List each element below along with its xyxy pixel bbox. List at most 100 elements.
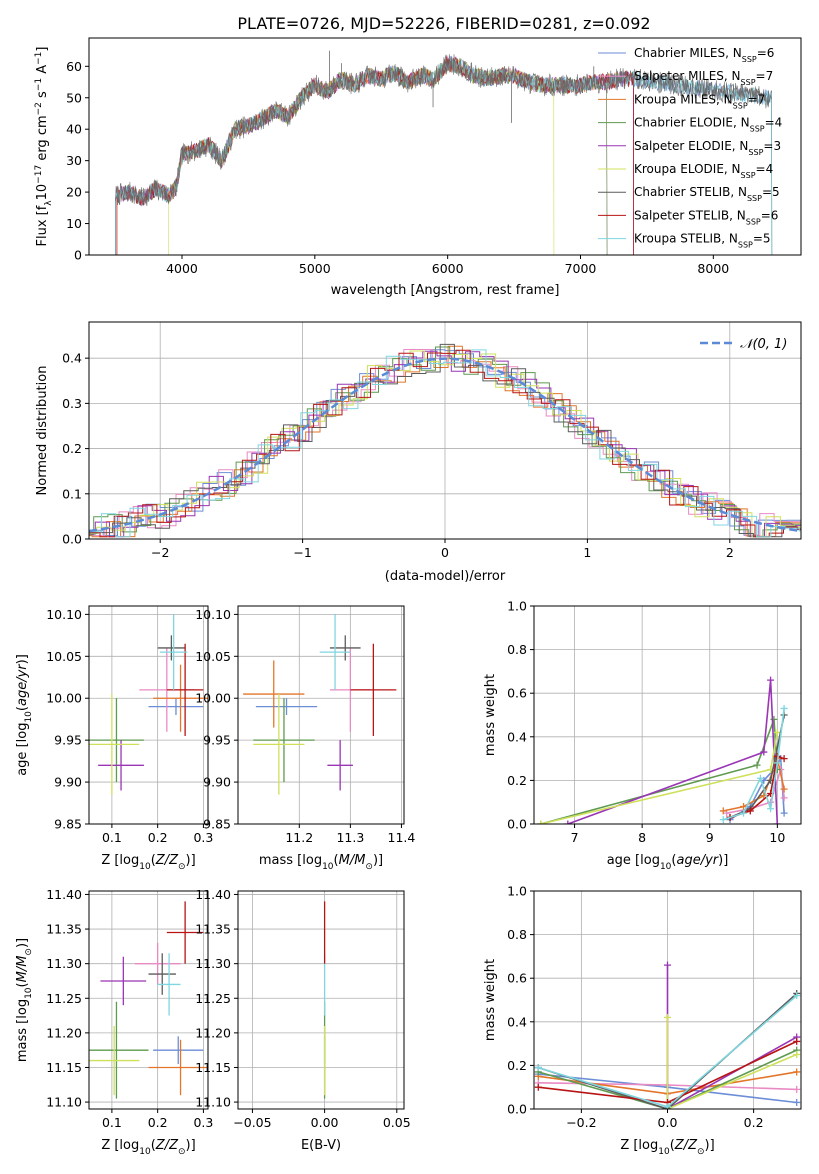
mass-weight-line — [567, 680, 779, 824]
x-tick-label: 0.1 — [102, 1115, 122, 1130]
y-tick-label: 11.25 — [46, 991, 82, 1006]
y-tick-label: 10.10 — [195, 607, 231, 622]
y-tick-label: 9.85 — [54, 817, 82, 832]
y-tick-label: 0.4 — [507, 1014, 527, 1029]
y-tick-label: 11.15 — [46, 1060, 82, 1075]
y-tick-label: 0.0 — [507, 817, 527, 832]
y-tick-label: 0.6 — [507, 971, 527, 986]
legend-entry: 𝒩(0, 1) — [740, 337, 787, 352]
y-axis-label: age [log10(age/yr)] — [15, 654, 34, 776]
y-tick-label: 11.15 — [195, 1060, 231, 1075]
y-tick-label: 40 — [66, 122, 82, 137]
legend-entry: Salpeter MILES, NSSP=7 — [634, 69, 773, 87]
legend-entry: Kroupa ELODIE, NSSP=4 — [634, 162, 773, 180]
data-point-marker — [760, 748, 768, 756]
x-tick-label: 0.0 — [658, 1115, 678, 1130]
x-axis-label: wavelength [Angstrom, rest frame] — [331, 283, 560, 298]
y-tick-label: 11.40 — [46, 887, 82, 902]
x-tick-label: 0.1 — [102, 830, 122, 845]
data-point-marker — [664, 1013, 671, 1021]
y-tick-label: 11.20 — [195, 1025, 231, 1040]
mass-weight-line — [538, 1049, 798, 1109]
y-tick-label: 10 — [66, 216, 82, 231]
x-tick-label: 8 — [638, 830, 646, 845]
x-tick-label: 4000 — [166, 261, 198, 276]
panel-spectrum: 4000 5000 6000 7000 8000 0 10 20 30 40 50 60 wavelen… — [34, 37, 802, 298]
data-point-marker — [780, 785, 788, 793]
normal-curve — [89, 357, 801, 533]
x-tick-label: 6000 — [432, 261, 464, 276]
axes-frame — [88, 605, 209, 825]
data-point-marker — [564, 820, 572, 824]
y-tick-label: 0.2 — [507, 773, 527, 788]
y-tick-label: 9.90 — [54, 775, 82, 790]
legend-entry: Salpeter STELIB, NSSP=6 — [634, 208, 778, 226]
panel-mass-vs-EBV: −0.05 0.00 0.05 11.10 11.15 11.20 11.25 11.30 11… — [195, 887, 411, 1153]
x-axis-label: Z [log10(Z/Z⊙)] — [620, 1138, 714, 1157]
x-tick-label: 0.2 — [148, 830, 168, 845]
legend-entry: Chabrier STELIB, NSSP=5 — [634, 185, 780, 203]
y-tick-label: 0.2 — [507, 1058, 527, 1073]
y-tick-label: 30 — [66, 153, 82, 168]
data-point-marker — [793, 1085, 801, 1093]
x-tick-label: 11.4 — [388, 830, 416, 845]
x-tick-label: 2 — [726, 545, 734, 560]
y-axis-label: mass weight — [483, 959, 498, 1041]
data-point-marker — [770, 715, 778, 723]
axes-frame — [88, 37, 802, 256]
x-tick-label: 11.3 — [336, 830, 364, 845]
data-point-marker — [793, 992, 801, 1000]
plot-area — [89, 901, 208, 1099]
y-tick-label: 1.0 — [507, 884, 527, 899]
y-tick-label: 9.95 — [54, 733, 82, 748]
data-point-marker — [793, 1037, 801, 1045]
legend-entry: Chabrier MILES, NSSP=6 — [634, 46, 774, 64]
residual-histogram — [89, 349, 801, 537]
residual-histogram — [89, 349, 801, 538]
panel-age-vs-Z: 0.1 0.2 0.3 9.85 9.90 9.95 10.00 10.05 10.10 Z [l… — [15, 605, 213, 872]
y-tick-label: 0.0 — [62, 532, 82, 547]
spectrum-data-line — [115, 54, 773, 207]
panel-age-vs-mass: 11.2 11.3 11.4 9.85 9.90 9.95 10.00 10.05 10.10 m… — [195, 605, 416, 872]
data-point-marker — [773, 728, 781, 736]
x-tick-label: 7 — [571, 830, 579, 845]
y-axis-label: mass weight — [483, 674, 498, 756]
data-point-marker — [534, 1083, 542, 1091]
y-tick-label: 11.35 — [195, 922, 231, 937]
data-point-marker — [767, 676, 775, 684]
x-tick-label: 0.2 — [148, 1115, 168, 1130]
x-tick-label: −0.05 — [233, 1115, 271, 1130]
mass-weight-line — [540, 719, 779, 824]
y-tick-label: 10.05 — [46, 649, 82, 664]
y-tick-label: 10.00 — [46, 691, 82, 706]
axes-frame — [237, 605, 405, 825]
y-tick-label: 11.10 — [46, 1095, 82, 1110]
x-axis-label: Z [log10(Z/Z⊙)] — [101, 853, 195, 872]
panel-mass-vs-Z: 0.1 0.2 0.3 11.10 11.15 11.20 11.25 11.30 11.35 1… — [15, 887, 213, 1157]
y-tick-label: 0.4 — [507, 729, 527, 744]
panel-mass-weight-vs-age: 7 8 9 10 0.0 0.2 0.4 0.6 0.8 1.0 age [log10(age/yr… — [483, 599, 802, 872]
x-axis-label: Z [log10(Z/Z⊙)] — [101, 1138, 195, 1157]
x-axis-label: mass [log10(M/M⊙)] — [259, 853, 383, 872]
y-tick-label: 50 — [66, 90, 82, 105]
legend-entry: Salpeter ELODIE, NSSP=3 — [634, 139, 781, 157]
figure-title: PLATE=0726, MJD=52226, FIBERID=0281, z=0… — [237, 14, 650, 33]
data-point-marker — [793, 1068, 801, 1076]
plot-area — [89, 343, 801, 538]
y-tick-label: 11.20 — [46, 1025, 82, 1040]
residual-histogram — [89, 350, 801, 538]
x-axis-label: E(B-V) — [301, 1138, 341, 1153]
y-tick-label: 0.1 — [62, 486, 82, 501]
axes-frame — [88, 890, 209, 1110]
y-tick-label: 0.8 — [507, 927, 527, 942]
panel-mass-weight-vs-Z: −0.2 0.0 0.2 0.0 0.2 0.4 0.6 0.8 1.0 Z [log10(Z/Z… — [483, 884, 802, 1157]
x-tick-label: −0.2 — [566, 1115, 596, 1130]
plot-area — [537, 676, 788, 824]
y-tick-label: 10.05 — [195, 649, 231, 664]
y-tick-label: 0.6 — [507, 686, 527, 701]
data-point-marker — [780, 794, 788, 802]
data-point-marker — [740, 809, 748, 817]
y-tick-label: 0.0 — [507, 1102, 527, 1117]
x-tick-label: 0.3 — [193, 1115, 213, 1130]
